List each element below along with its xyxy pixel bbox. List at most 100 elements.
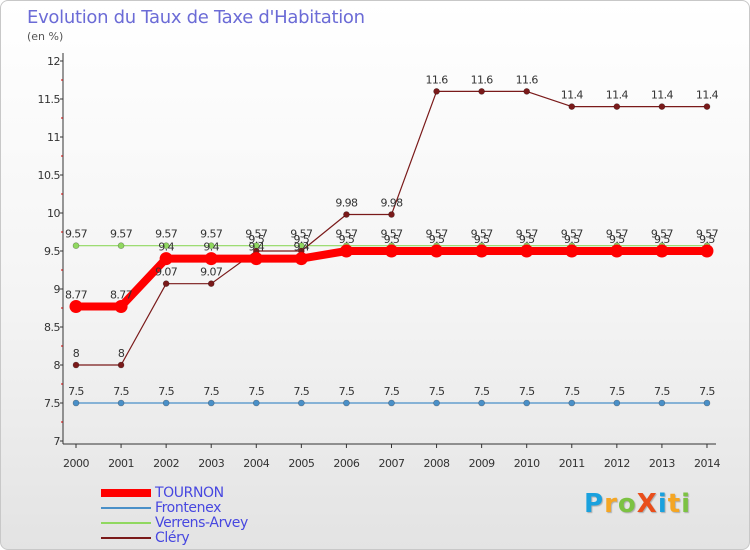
data-point-clery	[72, 361, 80, 369]
data-label-clery: 9.5	[248, 233, 264, 246]
x-tick-label: 2014	[694, 457, 720, 470]
x-tick-label: 2012	[604, 457, 630, 470]
data-point-clery	[433, 88, 440, 95]
data-point-tournon	[384, 244, 398, 258]
data-point-tournon	[610, 244, 624, 258]
data-point-frontenex	[252, 399, 260, 407]
x-tick-label: 2010	[514, 457, 540, 470]
data-label-tournon: 9.4	[248, 241, 264, 254]
data-point-tournon	[69, 299, 83, 313]
logo-letter: P	[584, 489, 605, 519]
data-label-clery: 9.07	[155, 266, 178, 279]
data-point-tournon	[159, 252, 173, 266]
data-point-frontenex	[72, 399, 80, 407]
data-point-frontenex	[388, 399, 395, 407]
y-tick-label: 10.5	[38, 169, 61, 182]
x-tick-label: 2003	[198, 457, 224, 470]
data-point-clery	[162, 280, 170, 287]
data-label-verrens-arvey: 9.57	[200, 228, 223, 241]
x-tick-label: 2011	[559, 457, 585, 470]
x-tick-label: 2004	[243, 457, 269, 470]
data-label-clery: 9.07	[200, 266, 223, 279]
data-label-verrens-arvey: 9.57	[335, 228, 358, 241]
data-label-verrens-arvey: 9.57	[651, 228, 674, 241]
data-label-tournon: 9.5	[474, 233, 490, 246]
logo-letter: X	[636, 489, 658, 519]
data-label-clery: 11.6	[516, 73, 539, 86]
data-point-frontenex	[298, 399, 305, 407]
x-tick-label: 2006	[333, 457, 359, 470]
data-label-frontenex: 7.5	[248, 385, 264, 398]
data-label-tournon: 9.5	[564, 233, 580, 246]
y-tick-label: 11	[47, 131, 60, 144]
data-point-frontenex	[433, 399, 440, 407]
data-label-verrens-arvey: 9.57	[471, 228, 494, 241]
data-point-verrens-arvey	[117, 242, 125, 249]
y-tick-label: 7	[54, 435, 61, 448]
data-point-tournon	[520, 244, 534, 258]
logo-letter: i	[681, 489, 692, 519]
data-label-frontenex: 7.5	[203, 385, 219, 398]
chart-title: Evolution du Taux de Taxe d'Habitation	[27, 7, 365, 28]
x-tick-label: 2007	[378, 457, 404, 470]
data-label-clery: 9.98	[380, 197, 403, 210]
data-point-clery	[658, 103, 666, 110]
logo-letter: o	[617, 489, 637, 519]
data-label-frontenex: 7.5	[609, 385, 625, 398]
data-point-tournon	[339, 244, 353, 258]
logo-letter: t	[667, 489, 682, 519]
data-label-verrens-arvey: 9.57	[245, 228, 268, 241]
y-tick-label: 9	[54, 283, 61, 296]
data-label-frontenex: 7.5	[68, 385, 84, 398]
data-label-frontenex: 7.5	[113, 385, 129, 398]
data-point-frontenex	[207, 399, 215, 407]
data-label-frontenex: 7.5	[699, 385, 715, 398]
data-label-tournon: 9.5	[654, 233, 670, 246]
data-label-frontenex: 7.5	[158, 385, 174, 398]
data-label-frontenex: 7.5	[293, 385, 309, 398]
data-label-verrens-arvey: 9.57	[696, 228, 719, 241]
data-label-verrens-arvey: 9.57	[65, 228, 88, 241]
data-label-tournon: 9.5	[519, 233, 535, 246]
data-point-frontenex	[613, 399, 621, 407]
legend-label: Verrens-Arvey	[155, 515, 248, 531]
data-point-tournon	[430, 244, 444, 258]
x-tick-label: 2005	[288, 457, 314, 470]
x-tick-label: 2000	[63, 457, 89, 470]
data-point-clery	[388, 211, 395, 218]
data-label-verrens-arvey: 9.57	[516, 228, 539, 241]
data-label-tournon: 9.5	[384, 233, 400, 246]
legend-swatch	[101, 507, 151, 509]
y-tick-label: 9.5	[44, 245, 60, 258]
data-label-frontenex: 7.5	[519, 385, 535, 398]
legend-label: Frontenex	[155, 500, 221, 516]
data-point-clery	[613, 103, 621, 110]
chart-subtitle: (en %)	[27, 30, 64, 43]
data-point-clery	[568, 103, 576, 110]
data-point-frontenex	[523, 399, 531, 407]
data-label-tournon: 9.5	[339, 233, 355, 246]
data-label-tournon: 9.5	[429, 233, 445, 246]
data-point-tournon	[114, 299, 128, 313]
data-label-clery: 11.4	[651, 89, 674, 102]
x-tick-label: 2008	[424, 457, 450, 470]
data-label-verrens-arvey: 9.57	[426, 228, 449, 241]
y-tick-label: 10	[47, 207, 60, 220]
data-label-clery: 8	[73, 347, 80, 360]
data-point-frontenex	[343, 399, 350, 407]
data-label-clery: 9.5	[293, 233, 309, 246]
data-label-tournon: 8.77	[65, 288, 88, 301]
data-label-verrens-arvey: 9.57	[380, 228, 403, 241]
data-label-tournon: 9.4	[293, 241, 309, 254]
legend-swatch	[101, 537, 151, 539]
data-label-tournon: 8.77	[110, 288, 133, 301]
data-label-tournon: 9.4	[158, 241, 174, 254]
data-label-clery: 8	[118, 347, 125, 360]
data-label-frontenex: 7.5	[384, 385, 400, 398]
data-point-tournon	[700, 244, 714, 258]
data-point-frontenex	[568, 399, 576, 407]
data-point-clery	[478, 88, 485, 95]
data-point-tournon	[475, 244, 489, 258]
